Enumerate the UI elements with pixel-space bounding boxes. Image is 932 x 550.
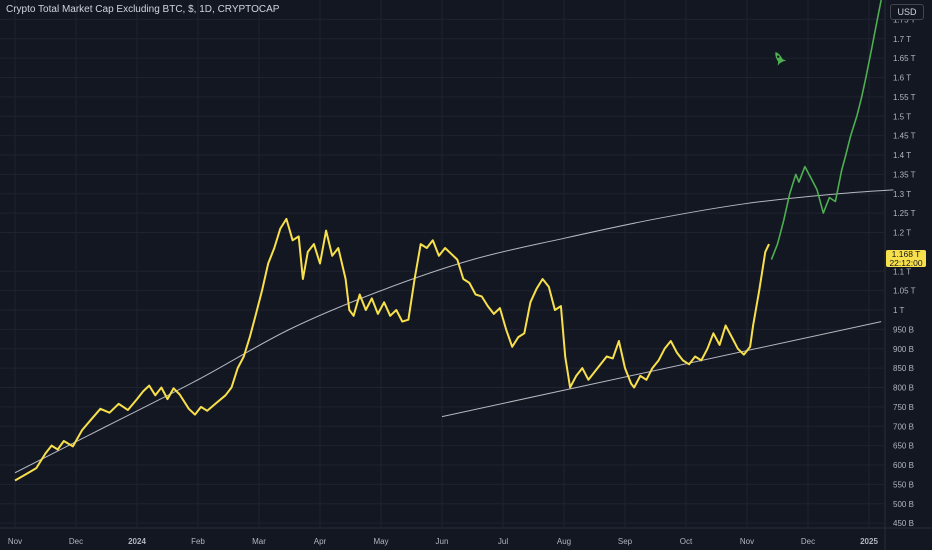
y-tick-label: 1.45 T: [893, 132, 916, 141]
y-tick-label: 450 B: [893, 519, 914, 528]
y-tick-label: 1.3 T: [893, 190, 911, 199]
price-axis[interactable]: 1.75 T1.7 T1.65 T1.6 T1.55 T1.5 T1.45 T1…: [893, 15, 916, 528]
y-tick-label: 1.35 T: [893, 170, 916, 179]
x-tick-label: Dec: [801, 537, 815, 546]
x-tick-label: Sep: [618, 537, 633, 546]
y-tick-label: 1.6 T: [893, 74, 911, 83]
x-tick-label: 2025: [860, 537, 878, 546]
y-tick-label: 950 B: [893, 325, 914, 334]
y-tick-label: 600 B: [893, 461, 914, 470]
trendline-support: [441, 321, 882, 418]
price-series: [14, 0, 882, 482]
y-tick-label: 1.55 T: [893, 93, 916, 102]
y-tick-label: 1 T: [893, 306, 905, 315]
y-tick-label: 1.25 T: [893, 209, 916, 218]
last-price-value: 1.168 T: [891, 249, 921, 259]
x-tick-label: Aug: [557, 537, 571, 546]
x-tick-label: Jul: [498, 537, 508, 546]
x-tick-label: Dec: [69, 537, 83, 546]
y-tick-label: 500 B: [893, 500, 914, 509]
y-tick-label: 1.4 T: [893, 151, 911, 160]
y-tick-label: 800 B: [893, 384, 914, 393]
y-tick-label: 1.2 T: [893, 229, 911, 238]
y-tick-label: 650 B: [893, 442, 914, 451]
y-tick-label: 850 B: [893, 364, 914, 373]
x-tick-label: Nov: [8, 537, 22, 546]
currency-button[interactable]: USD: [890, 4, 924, 20]
x-tick-label: Mar: [252, 537, 266, 546]
y-tick-label: 900 B: [893, 345, 914, 354]
y-tick-label: 1.05 T: [893, 287, 916, 296]
y-tick-label: 1.7 T: [893, 35, 911, 44]
time-axis[interactable]: Nov Dec 2024 Feb Mar Apr May Jun Jul Aug Sep Oct Nov…: [8, 537, 879, 546]
y-tick-label: 1.5 T: [893, 112, 911, 121]
rocket-icon: [775, 51, 787, 66]
x-tick-label: Nov: [740, 537, 754, 546]
x-tick-label: 2024: [128, 537, 146, 546]
y-tick-label: 700 B: [893, 422, 914, 431]
rocket-annotation: [775, 51, 787, 66]
x-tick-label: Apr: [314, 537, 327, 546]
last-price-tag: 1.168 T 22:12:00: [886, 250, 926, 267]
x-tick-label: May: [373, 537, 388, 546]
y-tick-label: 1.65 T: [893, 54, 916, 63]
chart-title: Crypto Total Market Cap Excluding BTC, $…: [6, 4, 280, 15]
y-tick-label: 1.1 T: [893, 267, 911, 276]
x-tick-label: Feb: [191, 537, 205, 546]
history-line: [14, 217, 770, 482]
x-tick-label: Oct: [680, 537, 693, 546]
y-tick-label: 750 B: [893, 403, 914, 412]
y-tick-label: 550 B: [893, 480, 914, 489]
bar-countdown: 22:12:00: [889, 257, 923, 268]
projection-line: [770, 0, 882, 260]
x-tick-label: Jun: [436, 537, 449, 546]
